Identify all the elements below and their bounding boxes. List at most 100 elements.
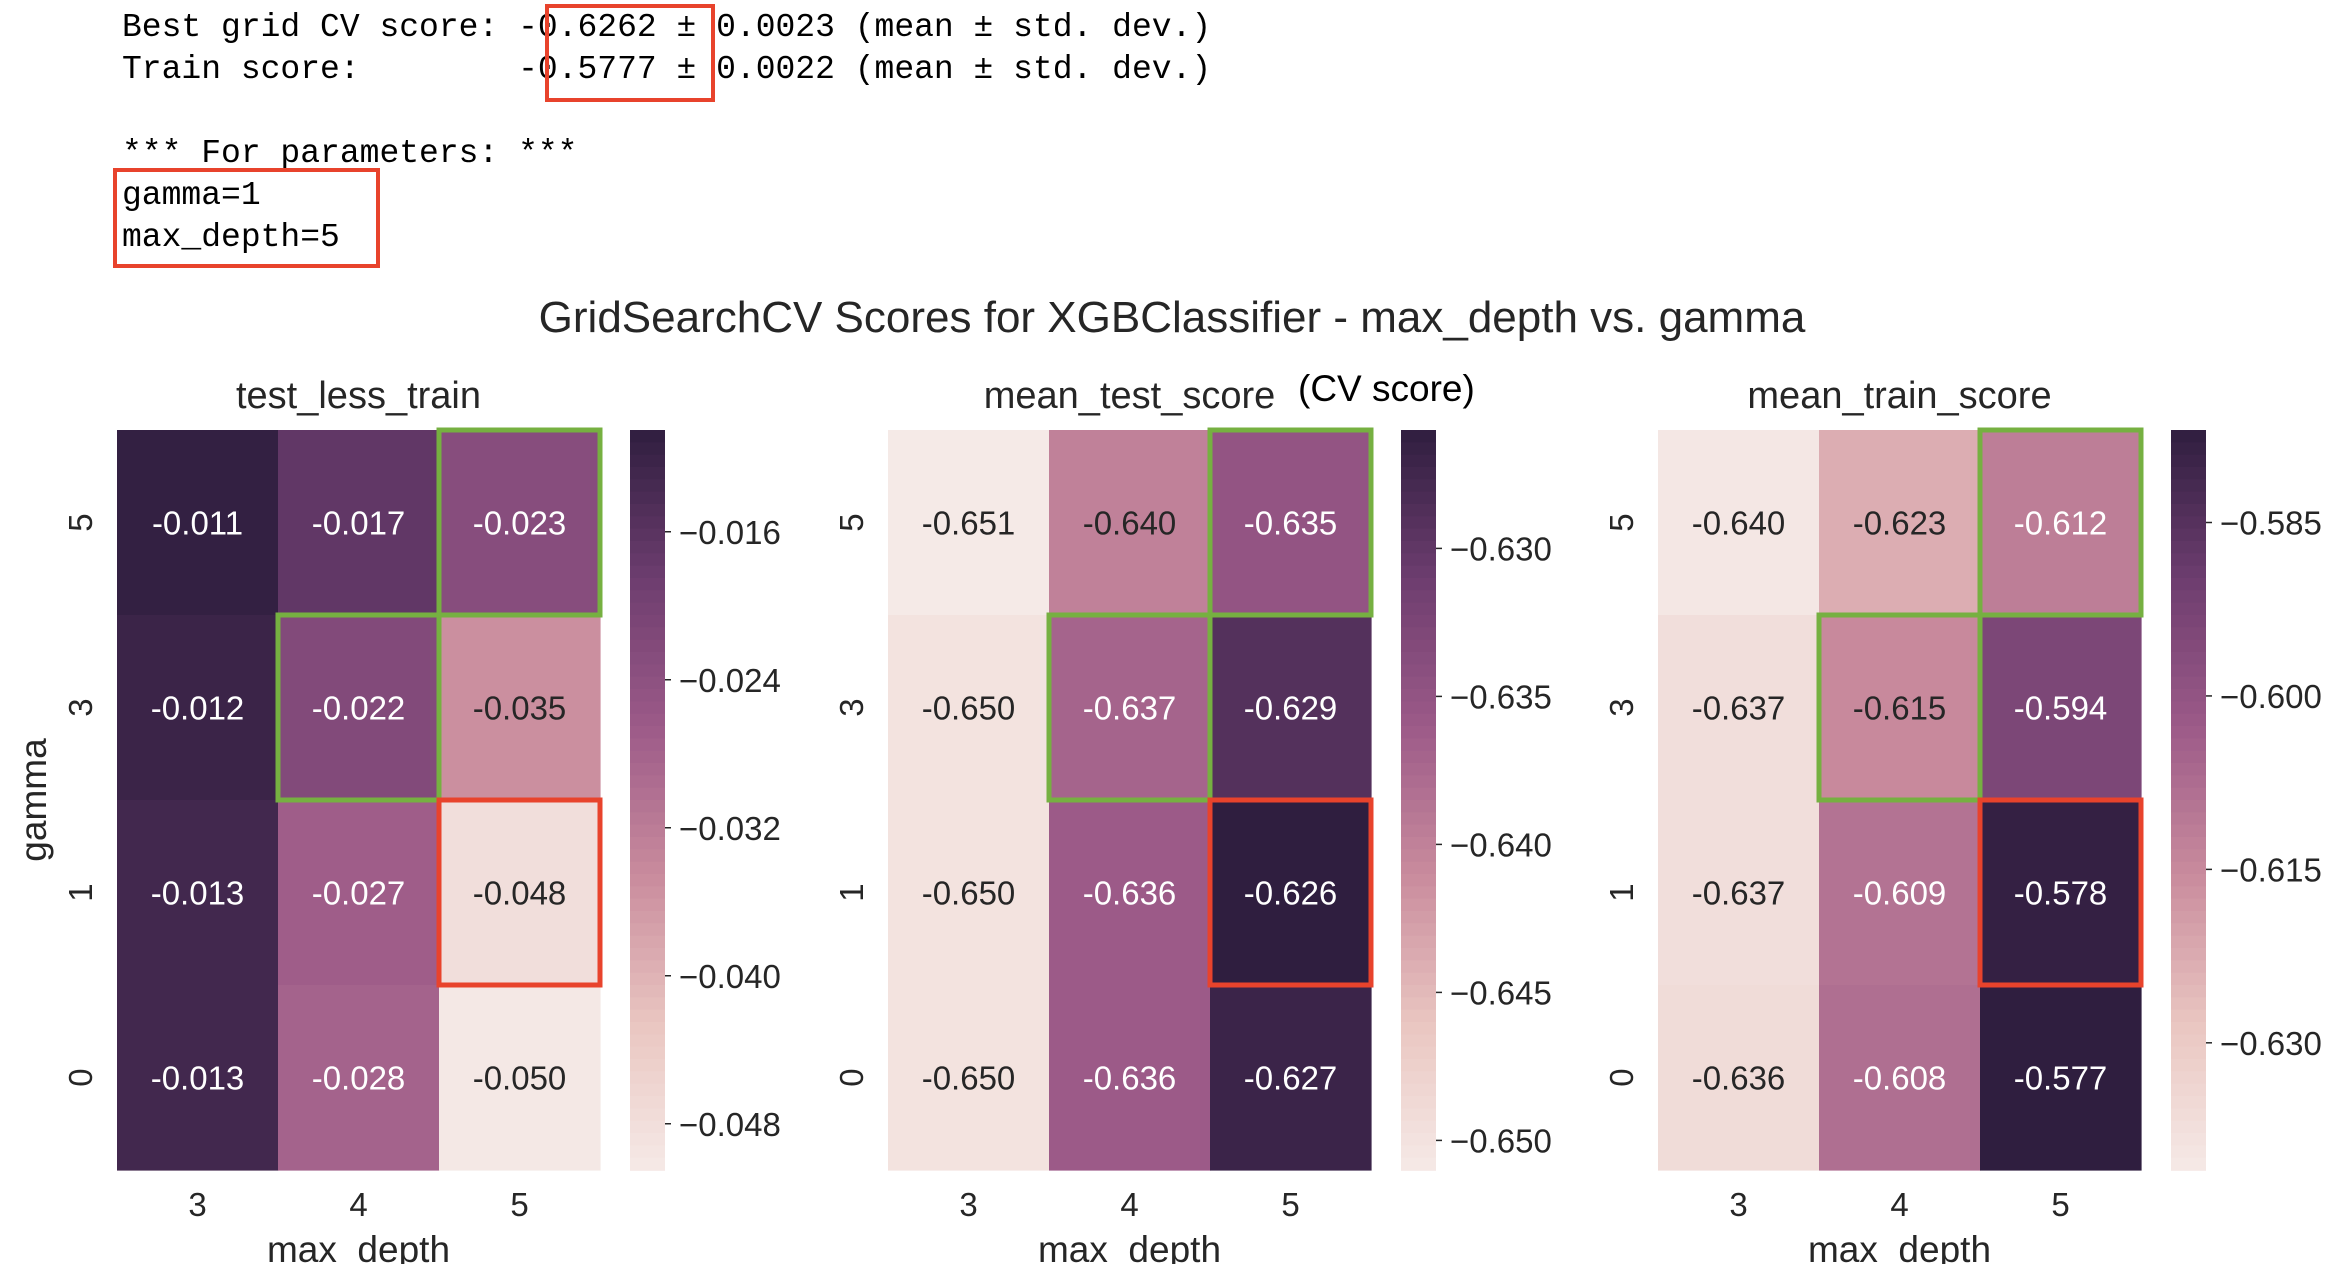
heatmap-cell: [278, 985, 440, 1171]
heatmap-panel-0: test_less_train -0.011 -0.017 -0.023 -0.012 -…: [13, 375, 781, 1264]
colorbar-segment: [2171, 578, 2206, 592]
console-line: Train score: -0.5777 ± 0.0022 (mean ± st…: [122, 51, 1211, 88]
colorbar-segment: [2171, 997, 2206, 1011]
colorbar-segment: [1401, 1022, 1436, 1036]
x-tick-label: 4: [1120, 1186, 1138, 1223]
colorbar-segment: [1401, 886, 1436, 900]
heatmap-cell: [888, 800, 1050, 986]
x-axis-label: max_depth: [1038, 1229, 1221, 1264]
colorbar-segment: [1401, 467, 1436, 481]
cell-value-label: -0.626: [1244, 875, 1338, 912]
colorbar-segment: [2171, 627, 2206, 641]
colorbar-tick-label: −0.016: [679, 514, 781, 551]
colorbar-segment: [2171, 479, 2206, 493]
cell-value-label: -0.609: [1853, 875, 1947, 912]
colorbar-tick-label: −0.615: [2220, 851, 2322, 888]
colorbar-segment: [630, 997, 665, 1011]
colorbar-segment: [630, 442, 665, 456]
colorbar-segment: [630, 565, 665, 579]
heatmap-cell: [1049, 430, 1211, 616]
colorbar-segment: [1401, 911, 1436, 925]
colorbar-segment: [630, 800, 665, 814]
colorbar-segment: [2171, 615, 2206, 629]
colorbar-segment: [630, 726, 665, 740]
colorbar-segment: [1401, 1009, 1436, 1023]
colorbar-segment: [1401, 824, 1436, 838]
colorbar-segment: [630, 713, 665, 727]
colorbar-segment: [1401, 997, 1436, 1011]
cell-value-label: -0.028: [312, 1060, 406, 1097]
x-tick-label: 5: [510, 1186, 528, 1223]
alternative-highlight-box: [1977, 427, 2144, 618]
colorbar-segment: [630, 479, 665, 493]
heatmap-cell: [117, 800, 279, 986]
colorbar-segment: [630, 886, 665, 900]
alternative-highlight-box: [1046, 612, 1213, 803]
colorbar-segment: [630, 1145, 665, 1159]
colorbar-segment: [1401, 652, 1436, 666]
colorbar-segment: [630, 1083, 665, 1097]
heatmap-cell: [117, 615, 279, 801]
panel-title: mean_test_score: [984, 375, 1276, 417]
colorbar-segment: [1401, 738, 1436, 752]
colorbar-segment: [630, 639, 665, 653]
colorbar-segment: [1401, 430, 1436, 444]
colorbar-segment: [630, 849, 665, 863]
colorbar-segment: [630, 504, 665, 518]
colorbar-segment: [2171, 689, 2206, 703]
colorbar-segment: [1401, 528, 1436, 542]
cell-value-label: -0.017: [312, 505, 406, 542]
params-highlight-box: [113, 168, 380, 268]
heatmap-cell: [888, 985, 1050, 1171]
cell-value-label: -0.012: [151, 690, 245, 727]
y-tick-label: 0: [833, 1068, 870, 1086]
y-tick-label: 0: [62, 1068, 99, 1086]
colorbar-segment: [1401, 750, 1436, 764]
heatmap-cell: [888, 615, 1050, 801]
colorbar-tick-label: −0.048: [679, 1106, 781, 1143]
cell-value-label: -0.636: [1083, 1060, 1177, 1097]
alternative-highlight-box: [275, 612, 442, 803]
colorbar-segment: [630, 738, 665, 752]
colorbar-segment: [630, 861, 665, 875]
heatmap-cell: [439, 985, 601, 1171]
cell-value-label: -0.011: [152, 505, 243, 542]
colorbar-segment: [1401, 541, 1436, 555]
colorbar-segment: [1401, 442, 1436, 456]
y-tick-label: 1: [62, 883, 99, 901]
colorbar-segment: [630, 787, 665, 801]
y-tick-label: 5: [1603, 513, 1640, 531]
cell-value-label: -0.636: [1083, 875, 1177, 912]
x-tick-label: 3: [188, 1186, 206, 1223]
alternative-highlight-box: [1816, 612, 1983, 803]
colorbar-segment: [630, 467, 665, 481]
cell-value-label: -0.629: [1244, 690, 1338, 727]
colorbar-segment: [630, 701, 665, 715]
colorbar-segment: [1401, 763, 1436, 777]
colorbar-segment: [1401, 1034, 1436, 1048]
x-tick-label: 4: [349, 1186, 367, 1223]
heatmap-cell: [278, 615, 440, 801]
y-tick-label: 0: [1603, 1068, 1640, 1086]
colorbar-segment: [630, 1108, 665, 1122]
heatmap-cell: [1658, 615, 1820, 801]
best-params-highlight-box: [1977, 797, 2144, 988]
colorbar-segment: [630, 985, 665, 999]
cell-value-label: -0.650: [922, 690, 1016, 727]
colorbar-segment: [630, 615, 665, 629]
cv-score-annotation: (CV score): [1298, 368, 1475, 409]
colorbar-segment: [630, 750, 665, 764]
console-line: max_depth=5: [122, 219, 340, 256]
colorbar-segment: [630, 1046, 665, 1060]
cell-value-label: -0.013: [151, 1060, 245, 1097]
console-line: Best grid CV score: -0.6262 ± 0.0023 (me…: [122, 9, 1211, 46]
colorbar-segment: [2171, 738, 2206, 752]
colorbar-segment: [630, 837, 665, 851]
y-tick-label: 3: [1603, 698, 1640, 716]
colorbar-tick-label: −0.032: [679, 810, 781, 847]
heatmap-cell: [439, 800, 601, 986]
colorbar-segment: [2171, 1022, 2206, 1036]
colorbar-segment: [2171, 553, 2206, 567]
colorbar-segment: [1401, 627, 1436, 641]
